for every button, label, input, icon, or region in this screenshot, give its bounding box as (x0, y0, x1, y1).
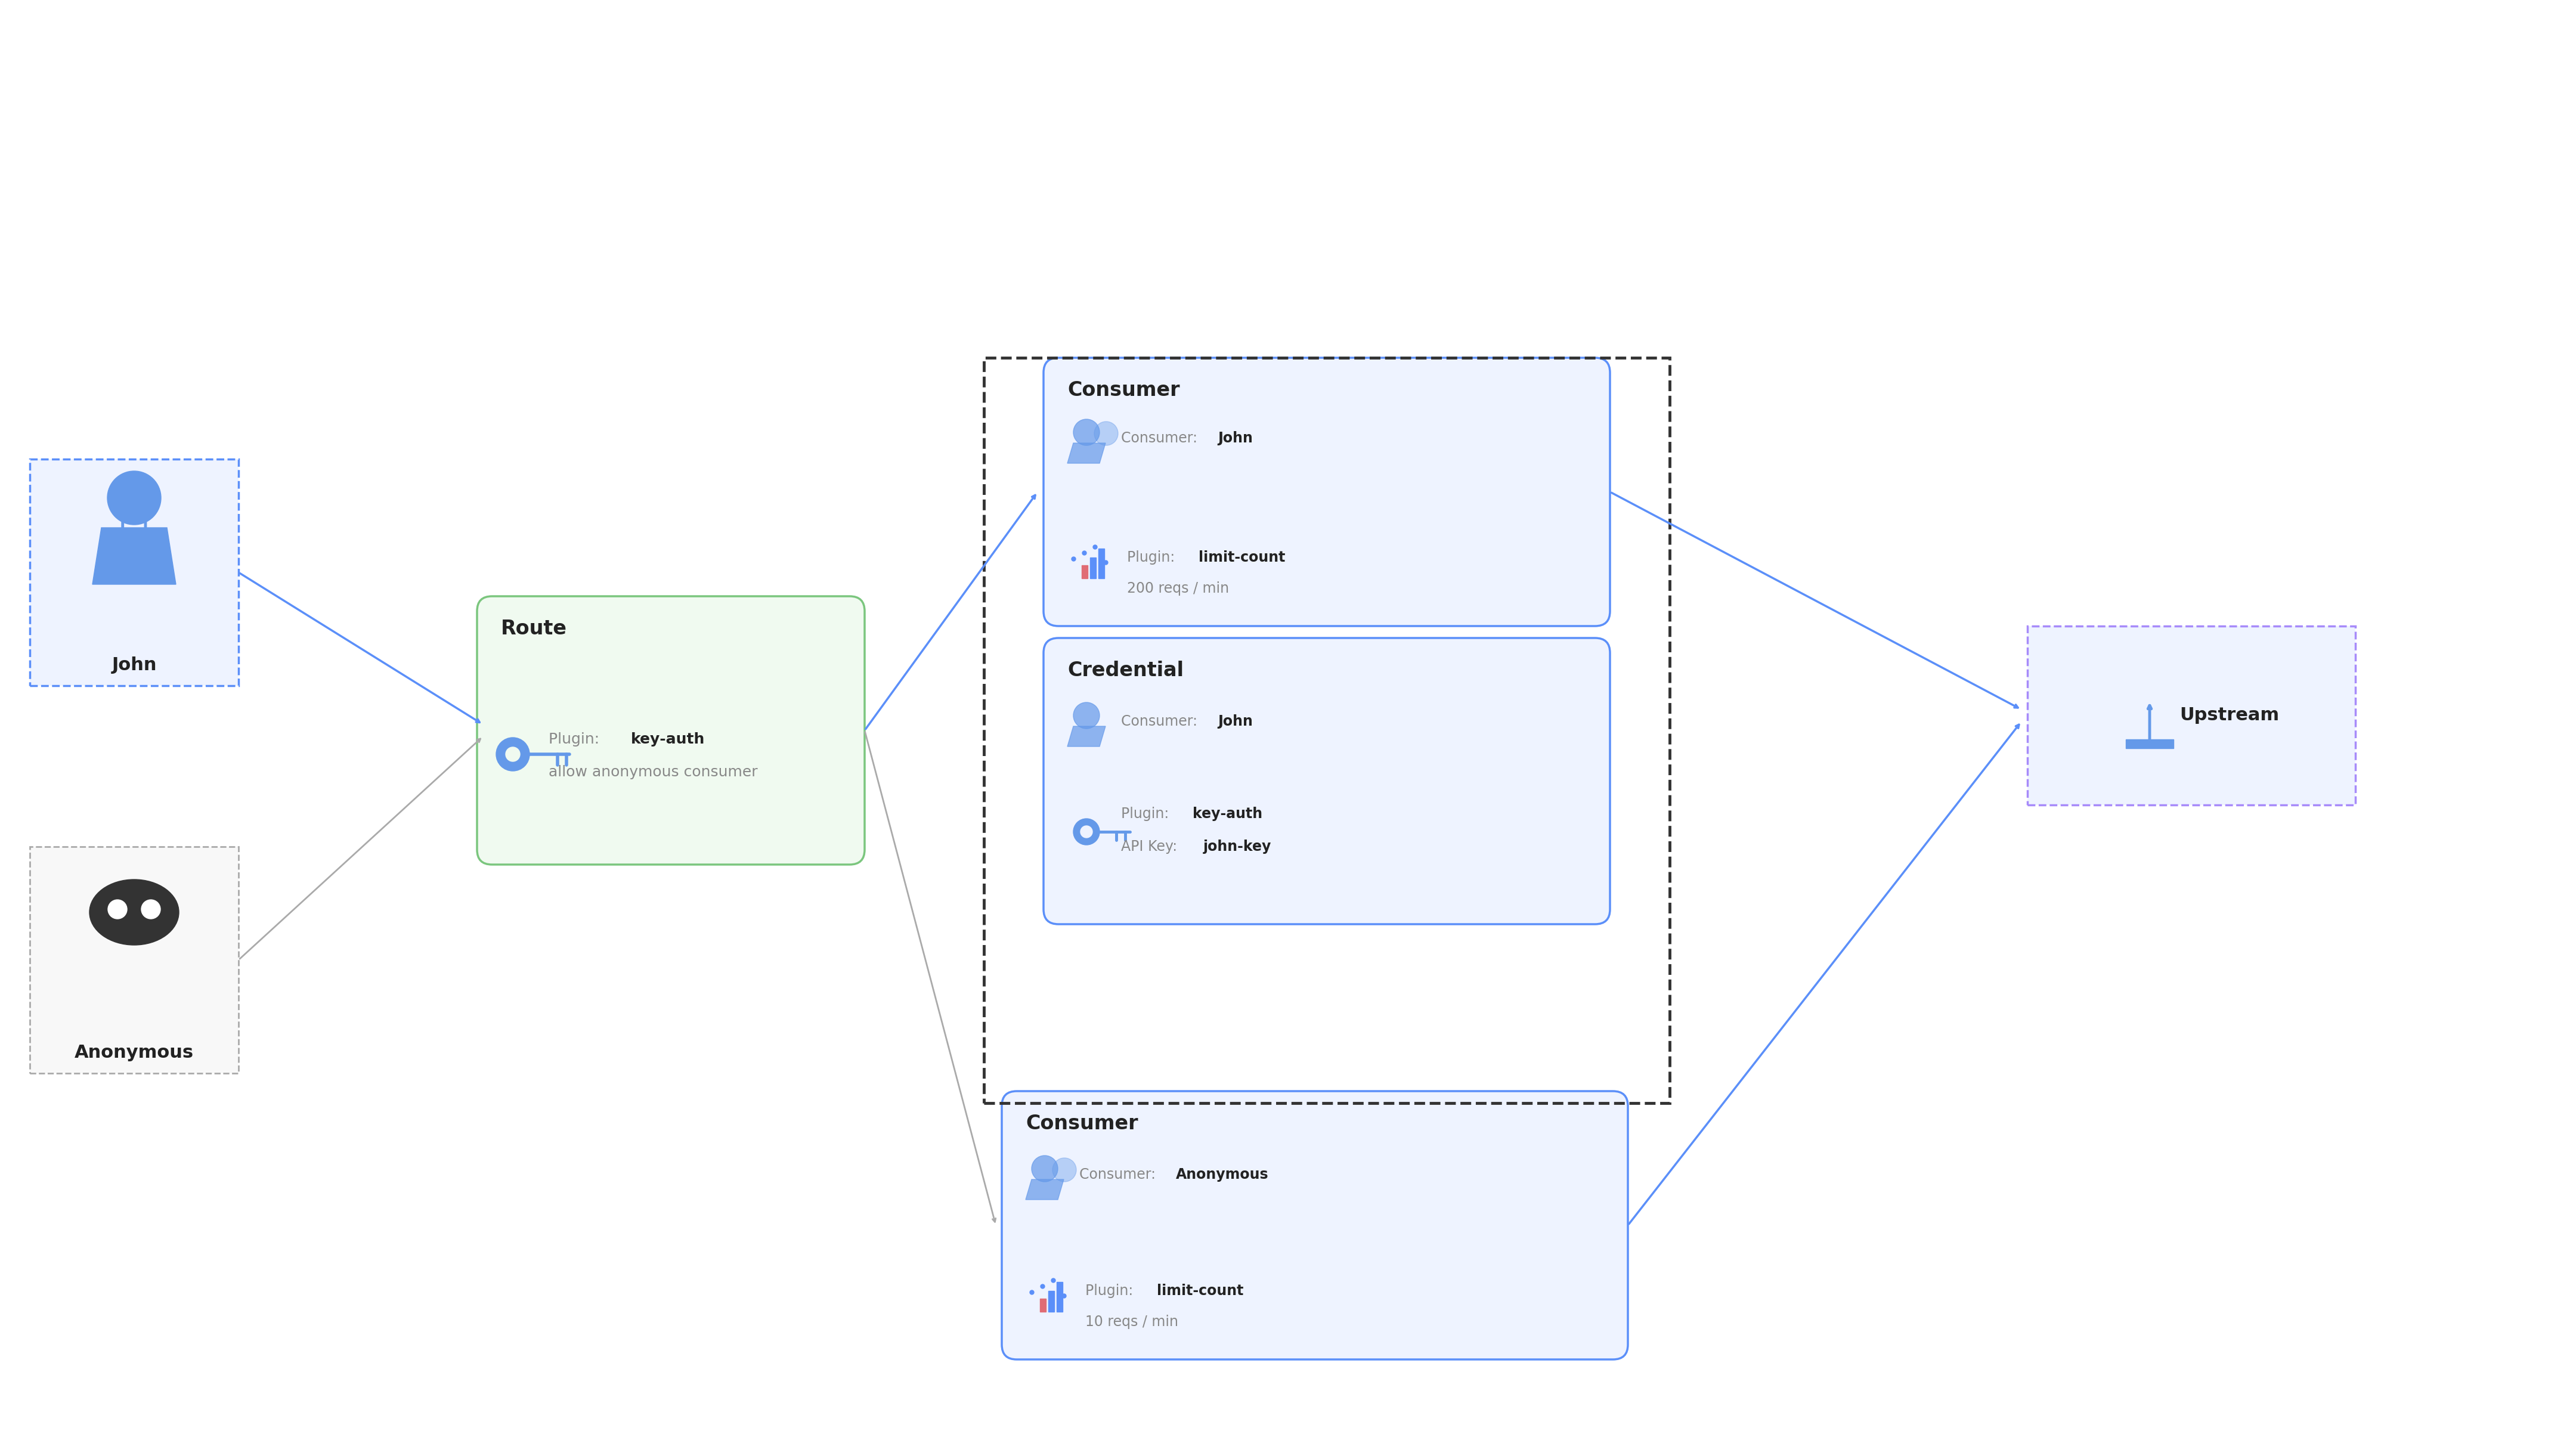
Circle shape (108, 900, 126, 919)
Polygon shape (1066, 444, 1105, 464)
Bar (31, 459, 240, 685)
Text: 200 reqs / min: 200 reqs / min (1126, 581, 1229, 595)
FancyBboxPatch shape (477, 597, 866, 864)
Text: John: John (111, 657, 157, 674)
Bar (984, 358, 1669, 1103)
Ellipse shape (90, 880, 178, 944)
Polygon shape (1066, 726, 1105, 747)
Circle shape (142, 900, 160, 919)
Polygon shape (93, 528, 175, 584)
Bar (1090, 558, 1095, 578)
Text: Plugin:: Plugin: (1126, 551, 1180, 565)
Text: limit-count: limit-count (1157, 1284, 1244, 1298)
Text: Plugin:: Plugin: (1084, 1284, 1139, 1298)
Text: john-key: john-key (1203, 840, 1273, 854)
Circle shape (497, 737, 531, 771)
Circle shape (1074, 819, 1100, 844)
Bar (31, 459, 240, 685)
Bar (2027, 627, 2354, 804)
Circle shape (108, 471, 160, 525)
FancyBboxPatch shape (1002, 1090, 1628, 1359)
Text: Plugin:: Plugin: (1121, 807, 1172, 821)
Bar (2027, 627, 2354, 804)
Polygon shape (1025, 1179, 1064, 1199)
Polygon shape (2125, 740, 2174, 748)
Text: 👤: 👤 (118, 507, 149, 555)
Text: API Key:: API Key: (1121, 840, 1182, 854)
Circle shape (505, 747, 520, 761)
Wedge shape (116, 919, 152, 939)
FancyBboxPatch shape (1043, 358, 1610, 627)
Text: John: John (1218, 431, 1252, 445)
Text: limit-count: limit-count (1198, 551, 1285, 565)
Text: Consumer:: Consumer: (1079, 1168, 1159, 1182)
Text: Plugin:: Plugin: (549, 733, 605, 747)
Text: Consumer: Consumer (1025, 1115, 1139, 1133)
Circle shape (1095, 422, 1118, 445)
Circle shape (1074, 419, 1100, 445)
Text: Anonymous: Anonymous (75, 1043, 193, 1060)
Bar (1097, 548, 1105, 578)
Text: allow anonymous consumer: allow anonymous consumer (549, 766, 757, 780)
Text: Consumer:: Consumer: (1121, 714, 1203, 728)
Circle shape (1030, 1156, 1059, 1182)
Circle shape (1074, 703, 1100, 728)
Text: Consumer: Consumer (1066, 381, 1180, 401)
Bar (31, 847, 240, 1073)
Circle shape (1054, 1158, 1077, 1182)
Text: Upstream: Upstream (2179, 707, 2280, 724)
FancyBboxPatch shape (1043, 638, 1610, 924)
Circle shape (1079, 826, 1092, 837)
Bar (1082, 565, 1087, 578)
Text: key-auth: key-auth (1193, 807, 1262, 821)
Text: Anonymous: Anonymous (1175, 1168, 1270, 1182)
Bar (31, 847, 240, 1073)
Text: key-auth: key-auth (631, 733, 706, 747)
Bar (1048, 1291, 1054, 1312)
Bar (1041, 1299, 1046, 1312)
Bar (1056, 1282, 1064, 1312)
Text: John: John (1218, 714, 1252, 728)
Text: 10 reqs / min: 10 reqs / min (1084, 1315, 1177, 1329)
Text: Route: Route (500, 620, 567, 638)
Text: Credential: Credential (1066, 661, 1182, 681)
Text: Consumer:: Consumer: (1121, 431, 1203, 445)
